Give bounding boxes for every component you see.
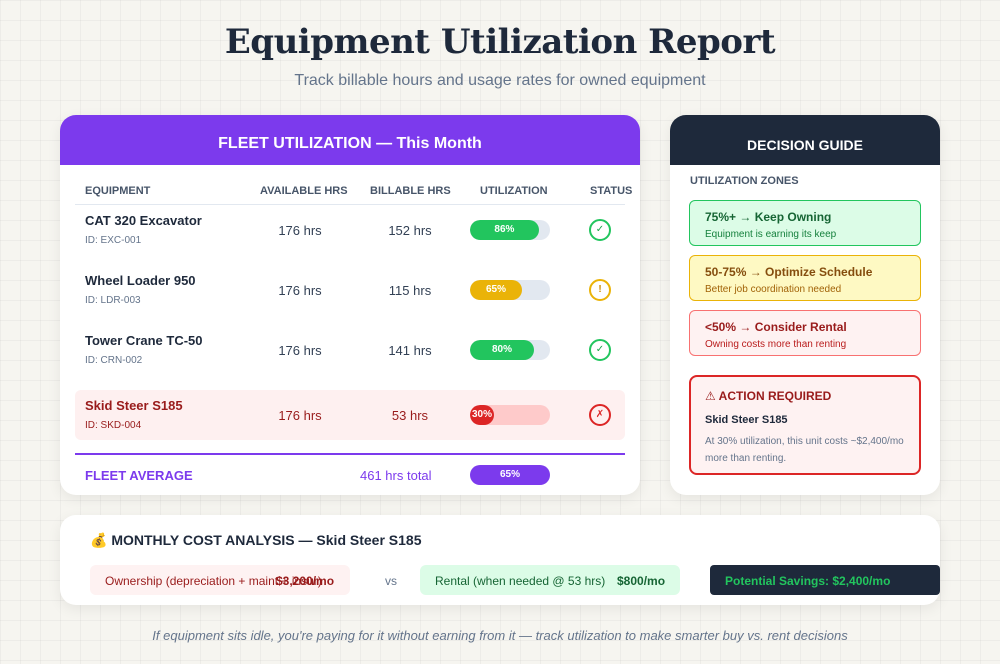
column-header-available: AVAILABLE HRS (260, 185, 348, 197)
column-header-equipment: EQUIPMENT (85, 185, 151, 197)
zone-optimize-schedule: 50-75% → Optimize Schedule Better job co… (689, 255, 921, 301)
fleet-utilization-card: FLEET UTILIZATION — This Month EQUIPMENT… (60, 115, 640, 495)
equipment-name: Wheel Loader 950 (85, 273, 196, 288)
equipment-name: Skid Steer S185 (85, 398, 183, 413)
column-header-utilization: UTILIZATION (480, 185, 548, 197)
available-hours: 176 hrs (278, 283, 322, 298)
column-header-status: STATUS (590, 185, 633, 197)
table-header: EQUIPMENT AVAILABLE HRS BILLABLE HRS UTI… (75, 185, 632, 205)
decision-guide-card: DECISION GUIDE UTILIZATION ZONES 75%+ → … (670, 115, 940, 495)
potential-savings-box: Potential Savings: $2,400/mo (710, 565, 940, 595)
table-row: Tower Crane TC-50 ID: CRN-002 176 hrs 141 h… (75, 325, 625, 375)
zone-consider-rental: <50% → Consider Rental Owning costs more… (689, 310, 921, 356)
column-header-billable: BILLABLE HRS (370, 185, 451, 197)
equipment-name: CAT 320 Excavator (85, 213, 202, 228)
utilization-bar: 86% (470, 220, 550, 240)
fleet-average-utilization: 65% (470, 465, 550, 485)
rental-cost-box: Rental (when needed @ 53 hrs) $800/mo (420, 565, 680, 595)
status-ok-icon: ✓ (589, 339, 611, 361)
zone-description: Better job coordination needed (705, 284, 842, 295)
zone-title: 50-75% → Optimize Schedule (705, 265, 873, 279)
zone-description: Equipment is earning its keep (705, 229, 837, 240)
fleet-average-divider (75, 453, 625, 455)
utilization-bar: 80% (470, 340, 550, 360)
action-required-box: ⚠ ACTION REQUIRED Skid Steer S185 At 30%… (689, 375, 921, 475)
ownership-cost-box: Ownership (depreciation + maint + insur)… (90, 565, 350, 595)
fleet-average-label: FLEET AVERAGE (85, 468, 193, 483)
action-required-unit: Skid Steer S185 (705, 414, 788, 426)
zone-title: 75%+ → Keep Owning (705, 210, 832, 224)
available-hours: 176 hrs (278, 343, 322, 358)
status-warn-icon: ! (589, 279, 611, 301)
equipment-id: ID: EXC-001 (85, 235, 142, 246)
status-ok-icon: ✓ (589, 219, 611, 241)
equipment-name: Tower Crane TC-50 (85, 333, 203, 348)
equipment-id: ID: CRN-002 (85, 355, 143, 366)
page-subtitle: Track billable hours and usage rates for… (294, 72, 706, 89)
monthly-cost-analysis-card: 💰 MONTHLY COST ANALYSIS — Skid Steer S18… (60, 515, 940, 605)
rental-cost-label: Rental (when needed @ 53 hrs) (435, 574, 606, 588)
page-title: Equipment Utilization Report (224, 22, 776, 62)
fleet-average-total: 461 hrs total (360, 468, 432, 483)
zone-description: Owning costs more than renting (705, 339, 847, 350)
rental-cost-value: $800/mo (617, 574, 666, 588)
zone-title: <50% → Consider Rental (705, 320, 847, 334)
billable-hours: 115 hrs (388, 283, 432, 298)
ownership-cost-value: $3,200/mo (276, 574, 335, 588)
utilization-bar-fill: 86% (470, 220, 539, 240)
table-row: Skid Steer S185 ID: SKD-004 176 hrs 53 hrs 3… (75, 390, 625, 440)
table-row: Wheel Loader 950 ID: LDR-003 176 hrs 115 hr… (75, 265, 625, 315)
ownership-cost-label: Ownership (depreciation + maint + insur) (105, 574, 322, 588)
fleet-card-title: FLEET UTILIZATION — This Month (60, 115, 640, 165)
utilization-bar: 30% (470, 405, 550, 425)
billable-hours: 141 hrs (388, 343, 432, 358)
billable-hours: 53 hrs (391, 408, 429, 423)
footer-note: If equipment sits idle, you're paying fo… (152, 628, 848, 643)
versus-label: vs (385, 574, 397, 588)
table-row: CAT 320 Excavator ID: EXC-001 176 hrs 152 h… (75, 205, 625, 255)
decision-guide-title: DECISION GUIDE (670, 115, 940, 165)
available-hours: 176 hrs (278, 408, 322, 423)
available-hours: 176 hrs (278, 223, 322, 238)
cost-analysis-title: 💰 MONTHLY COST ANALYSIS — Skid Steer S18… (90, 532, 422, 548)
equipment-id: ID: LDR-003 (85, 295, 141, 306)
utilization-zones-label: UTILIZATION ZONES (690, 175, 799, 187)
utilization-bar-fill: 80% (470, 340, 534, 360)
billable-hours: 152 hrs (388, 223, 432, 238)
utilization-bar-fill: 65% (470, 280, 522, 300)
zone-keep-owning: 75%+ → Keep Owning Equipment is earning … (689, 200, 921, 246)
action-required-description: At 30% utilization, this unit costs ~$2,… (705, 436, 904, 464)
utilization-bar: 65% (470, 280, 550, 300)
equipment-id: ID: SKD-004 (85, 420, 142, 431)
action-required-title: ⚠ ACTION REQUIRED (705, 389, 832, 403)
status-bad-icon: ✗ (589, 404, 611, 426)
potential-savings-label: Potential Savings: $2,400/mo (725, 574, 891, 588)
utilization-bar-fill: 30% (470, 405, 494, 425)
